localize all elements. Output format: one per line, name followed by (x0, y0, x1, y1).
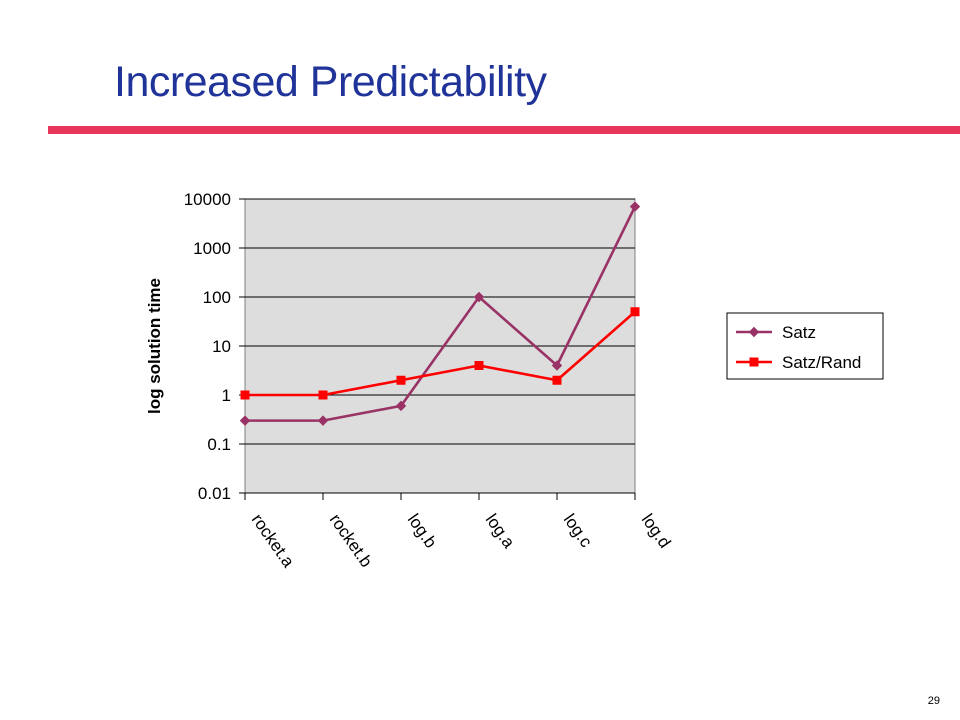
x-tick-label: rocket.a (248, 510, 299, 571)
legend-label: Satz/Rand (782, 353, 861, 372)
y-tick-label: 0.01 (198, 484, 231, 503)
legend-item: Satz (736, 323, 816, 342)
x-tick-label: rocket.b (326, 510, 376, 570)
series-lines (239, 201, 641, 426)
y-tick-label: 0.1 (207, 435, 231, 454)
data-point-square (474, 360, 484, 370)
slide-title: Increased Predictability (114, 58, 547, 106)
data-point-square (552, 375, 562, 385)
y-tick-label: 1 (222, 386, 231, 405)
legend-label: Satz (782, 323, 816, 342)
series-satz (239, 201, 641, 426)
series-line (245, 206, 637, 422)
data-point-diamond (551, 360, 563, 371)
x-tick-label: log.a (482, 510, 519, 552)
data-point-diamond (317, 415, 329, 426)
legend: Satz Satz/Rand (726, 312, 884, 380)
slide-number: 29 (927, 695, 940, 707)
data-point-square (396, 375, 406, 385)
y-axis-tick-labels: 0.01 0.1 1 10 100 1000 10000 (184, 190, 245, 503)
y-tick-label: 100 (203, 288, 231, 307)
data-point-diamond (395, 400, 407, 412)
data-point-diamond (748, 326, 760, 338)
x-tick-label: log.d (638, 510, 675, 551)
y-tick-label: 10000 (184, 190, 231, 209)
series-satz-rand (240, 307, 640, 400)
data-point-square (630, 307, 640, 317)
data-point-diamond (629, 201, 641, 212)
data-point-square (240, 390, 250, 400)
x-tick-label: log.b (404, 510, 441, 551)
data-point-diamond (473, 291, 485, 303)
x-axis-tick-labels: rocket.a rocket.b log.b log.a log.c log.d (244, 493, 675, 571)
legend-item: Satz/Rand (736, 353, 861, 372)
series-line (245, 310, 636, 397)
y-axis-label: log solution time (145, 278, 164, 414)
data-point-square (318, 390, 328, 400)
data-point-square (749, 357, 759, 367)
title-underline (48, 126, 960, 134)
y-tick-label: 1000 (193, 239, 231, 258)
data-point-diamond (239, 415, 251, 426)
y-tick-label: 10 (212, 337, 231, 356)
x-tick-label: log.c (560, 510, 596, 551)
legend-box (726, 312, 884, 380)
